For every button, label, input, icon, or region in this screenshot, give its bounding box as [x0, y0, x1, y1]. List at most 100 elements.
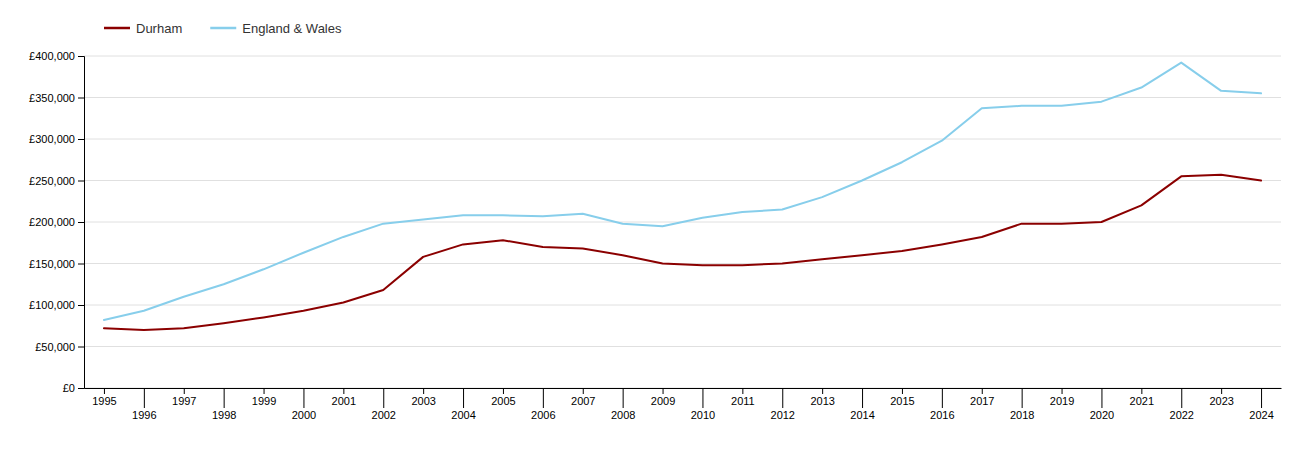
x-tick: 2002 [372, 388, 396, 421]
x-tick: 2022 [1170, 388, 1194, 421]
x-tick-label: 2024 [1249, 409, 1273, 421]
x-tick-mark [822, 388, 823, 394]
x-tick-label: 2023 [1209, 395, 1233, 407]
y-tick-label: £100,000 [29, 299, 75, 311]
x-tick-mark [144, 388, 145, 408]
x-tick-mark [264, 388, 265, 394]
y-tick: £250,000 [29, 175, 84, 187]
x-tick: 2024 [1249, 388, 1273, 421]
x-axis: 1995199619971998199920002001200220032004… [85, 388, 1282, 421]
legend-label: Durham [136, 21, 182, 36]
x-tick-label: 2015 [890, 395, 914, 407]
grid-line [84, 388, 1281, 389]
legend-item: England & Wales [210, 21, 342, 36]
x-tick: 2009 [651, 388, 675, 407]
x-tick: 2010 [691, 388, 715, 421]
y-tick-label: £250,000 [29, 175, 75, 187]
x-tick-label: 2019 [1050, 395, 1074, 407]
x-tick-mark [782, 388, 783, 408]
x-tick: 1997 [172, 388, 196, 407]
x-tick: 2014 [850, 388, 874, 421]
x-tick-mark [902, 388, 903, 394]
x-tick-mark [463, 388, 464, 408]
x-tick-mark [1261, 388, 1262, 408]
y-tick: £0 [63, 382, 84, 394]
x-tick-label: 2014 [850, 409, 874, 421]
x-tick-mark [303, 388, 304, 408]
x-tick-mark [982, 388, 983, 394]
x-tick: 2000 [292, 388, 316, 421]
x-tick: 1999 [252, 388, 276, 407]
y-tick-label: £50,000 [35, 341, 75, 353]
x-tick: 2006 [531, 388, 555, 421]
x-tick-mark [104, 388, 105, 394]
y-tick-mark [78, 181, 84, 182]
x-tick-mark [1062, 388, 1063, 394]
y-tick: £400,000 [29, 50, 84, 62]
x-tick: 2013 [810, 388, 834, 407]
x-tick-label: 2010 [691, 409, 715, 421]
chart: £0 £50,000 £100,000 £150,000 £200,000 £250,00… [0, 0, 1305, 450]
x-tick-mark [702, 388, 703, 408]
y-tick: £50,000 [35, 341, 84, 353]
x-tick: 2012 [771, 388, 795, 421]
x-tick-label: 2017 [970, 395, 994, 407]
legend: Durham England & Wales [104, 21, 342, 36]
y-axis-line [78, 57, 85, 389]
y-tick-label: £400,000 [29, 50, 75, 62]
x-tick-mark [423, 388, 424, 394]
x-tick: 2008 [611, 388, 635, 421]
x-tick-label: 1997 [172, 395, 196, 407]
x-tick: 2020 [1090, 388, 1114, 421]
x-tick: 1998 [212, 388, 236, 421]
y-tick-mark [78, 264, 84, 265]
y-tick-mark [78, 388, 84, 389]
series-line [104, 63, 1261, 320]
x-tick: 2011 [731, 388, 755, 407]
x-tick: 2003 [411, 388, 435, 407]
x-tick: 2017 [970, 388, 994, 407]
x-tick-mark [742, 388, 743, 394]
x-tick-mark [583, 388, 584, 394]
x-tick: 1995 [92, 388, 116, 407]
y-axis: £0 £50,000 £100,000 £150,000 £200,000 £250,00… [29, 50, 84, 394]
x-tick-label: 2006 [531, 409, 555, 421]
grid [84, 56, 1281, 388]
x-tick-label: 2011 [731, 395, 755, 407]
x-tick-label: 2012 [771, 409, 795, 421]
y-tick-label: £300,000 [29, 133, 75, 145]
y-tick-mark [78, 222, 84, 223]
y-tick: £100,000 [29, 299, 84, 311]
y-tick: £300,000 [29, 133, 84, 145]
plot: £0 £50,000 £100,000 £150,000 £200,000 £250,00… [29, 50, 1281, 421]
x-tick: 2018 [1010, 388, 1034, 421]
x-tick-label: 2008 [611, 409, 635, 421]
x-tick-label: 2003 [411, 395, 435, 407]
x-tick-label: 2021 [1130, 395, 1154, 407]
grid-line [84, 139, 1281, 140]
x-tick-label: 2013 [810, 395, 834, 407]
legend-swatch [104, 27, 130, 30]
y-tick-mark [78, 56, 84, 57]
y-tick-label: £150,000 [29, 258, 75, 270]
x-tick: 2001 [332, 388, 356, 407]
grid-line [84, 97, 1281, 98]
x-tick-label: 2018 [1010, 409, 1034, 421]
x-tick-mark [1022, 388, 1023, 408]
x-tick: 2007 [571, 388, 595, 407]
legend-swatch [210, 27, 236, 30]
x-tick-mark [942, 388, 943, 408]
x-tick-mark [1101, 388, 1102, 408]
x-tick: 2016 [930, 388, 954, 421]
legend-label: England & Wales [242, 21, 342, 36]
x-tick-label: 2004 [451, 409, 475, 421]
x-tick-label: 2001 [332, 395, 356, 407]
x-tick-mark [543, 388, 544, 408]
y-tick: £150,000 [29, 258, 84, 270]
x-tick-label: 1998 [212, 409, 236, 421]
x-tick-mark [224, 388, 225, 408]
y-tick-label: £200,000 [29, 216, 75, 228]
y-tick-mark [78, 305, 84, 306]
x-tick: 2005 [491, 388, 515, 407]
x-tick-label: 2007 [571, 395, 595, 407]
